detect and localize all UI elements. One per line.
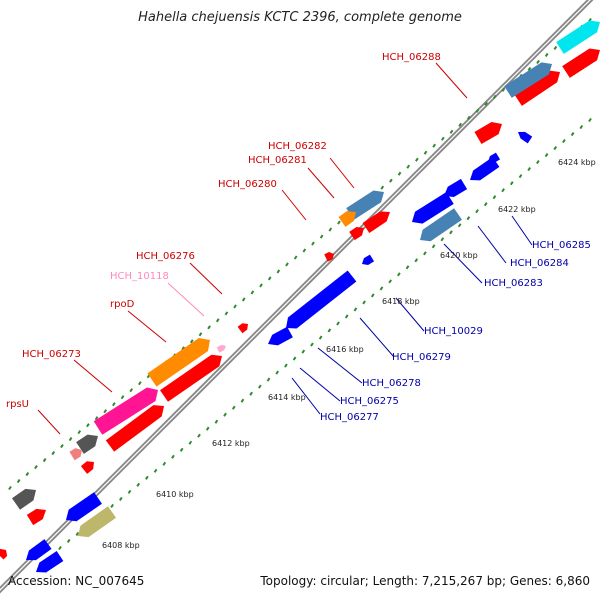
leader-hch_06284 <box>477 225 507 264</box>
inner-tick-row <box>58 117 592 551</box>
gene-hch-06285[interactable] <box>412 192 454 224</box>
gene-label-hch_06281[interactable]: HCH_06281 <box>248 155 307 166</box>
gene-reverse-b[interactable] <box>470 157 500 181</box>
gene-forward-c[interactable] <box>160 354 222 402</box>
gene-label-hch_06285[interactable]: HCH_06285 <box>532 240 591 251</box>
kbp-label: 6422 kbp <box>498 205 536 214</box>
leader-hch_06275 <box>299 367 341 402</box>
leader-hch_10029 <box>395 297 425 332</box>
gene-hch-06278[interactable] <box>268 326 293 346</box>
label-leader-lines <box>37 62 533 435</box>
gene-label-hch_10029[interactable]: HCH_10029 <box>424 326 483 337</box>
gene-hch-06280[interactable] <box>349 227 364 241</box>
gene-label-hch_06279[interactable]: HCH_06279 <box>392 352 451 363</box>
leader-hch_10118 <box>167 282 205 317</box>
gene-forward-e[interactable] <box>80 461 94 474</box>
leader-hch_06283 <box>443 243 483 284</box>
gene-features <box>0 20 600 573</box>
gene-khaki[interactable] <box>78 506 117 538</box>
genome-summary-text: Topology: circular; Length: 7,215,267 bp… <box>260 574 590 588</box>
gene-reverse-c[interactable] <box>488 152 501 164</box>
gene-small-fwd[interactable] <box>324 252 334 262</box>
gene-cyan[interactable] <box>556 20 600 54</box>
gene-forward-b[interactable] <box>362 211 390 233</box>
leader-hch_06280 <box>281 189 307 221</box>
kbp-label: 6414 kbp <box>268 393 306 402</box>
gene-reverse-f[interactable] <box>26 539 52 561</box>
kbp-label: 6416 kbp <box>326 345 364 354</box>
gene-label-hch_06278[interactable]: HCH_06278 <box>362 378 421 389</box>
leader-hch_06277 <box>291 377 321 415</box>
gene-hch-06273[interactable] <box>93 387 158 435</box>
map-title: Hahella chejuensis KCTC 2396, complete g… <box>138 10 462 25</box>
leader-hch_06285 <box>511 215 533 246</box>
gene-forward-d[interactable] <box>105 405 164 452</box>
kbp-label: 6408 kbp <box>102 541 140 550</box>
leader-hch_06281 <box>307 167 335 199</box>
gene-label-rpod[interactable]: rpoD <box>110 299 135 310</box>
gene-reverse-a[interactable] <box>518 131 533 144</box>
gene-label-hch_06280[interactable]: HCH_06280 <box>218 179 277 190</box>
gene-hch-06288[interactable] <box>474 121 502 145</box>
leader-rpod <box>127 310 167 343</box>
gene-hch-10118[interactable] <box>216 344 226 353</box>
gene-label-hch_06277[interactable]: HCH_06277 <box>320 412 379 423</box>
kbp-label: 6412 kbp <box>212 439 250 448</box>
gene-label-hch_06284[interactable]: HCH_06284 <box>510 258 569 269</box>
leader-hch_06273 <box>73 359 113 393</box>
gene-label-hch_06273[interactable]: HCH_06273 <box>22 349 81 360</box>
gene-label-hch_06288[interactable]: HCH_06288 <box>382 52 441 63</box>
kbp-label: 6410 kbp <box>156 490 194 499</box>
kbp-tick-labels: 6408 kbp 6410 kbp 6412 kbp 6414 kbp 6416 kbp… <box>102 158 596 550</box>
leader-rpsu <box>37 409 61 435</box>
gene-label-rpsu[interactable]: rpsU <box>6 399 29 410</box>
gene-label-hch_10118[interactable]: HCH_10118 <box>110 271 169 282</box>
outer-tick-row <box>8 17 592 491</box>
gene-rpsu[interactable] <box>69 448 82 461</box>
gene-label-hch_06283[interactable]: HCH_06283 <box>484 278 543 289</box>
leader-hch_06288 <box>435 62 468 99</box>
gene-reverse-d[interactable] <box>444 178 468 198</box>
gene-hch-06281[interactable] <box>338 211 356 227</box>
accession-text: Accession: NC_007645 <box>8 574 145 588</box>
gene-hch-06276[interactable] <box>237 323 248 334</box>
gene-reverse-g[interactable] <box>36 551 64 573</box>
gene-grey[interactable] <box>76 434 98 454</box>
kbp-label: 6418 kbp <box>382 297 420 306</box>
gene-labels: HCH_06288 HCH_06282 HCH_06281 HCH_06280 HCH_… <box>6 52 591 423</box>
kbp-label: 6424 kbp <box>558 158 596 167</box>
gene-label-hch_06282[interactable]: HCH_06282 <box>268 141 327 152</box>
leader-hch_06282 <box>329 157 355 189</box>
gene-forward-f[interactable] <box>26 508 46 526</box>
kbp-label: 6420 kbp <box>440 251 478 260</box>
gene-reverse-e[interactable] <box>66 492 102 522</box>
gene-forward[interactable] <box>514 70 560 106</box>
gene-forward-g[interactable] <box>0 548 8 560</box>
leader-hch_06279 <box>359 317 395 358</box>
leader-hch_06276 <box>189 262 223 295</box>
gene-forward-edge[interactable] <box>562 48 600 78</box>
gene-label-hch_06275[interactable]: HCH_06275 <box>340 396 399 407</box>
gene-rpod[interactable] <box>147 337 210 387</box>
leader-hch_06278 <box>317 347 363 384</box>
gene-steelblue[interactable] <box>504 62 552 98</box>
gene-hch-10029[interactable] <box>362 254 375 266</box>
gene-hch-06279[interactable] <box>286 270 357 329</box>
gene-hch-06284[interactable] <box>420 208 462 242</box>
gene-label-hch_06276[interactable]: HCH_06276 <box>136 251 195 262</box>
gene-grey-b[interactable] <box>11 488 36 510</box>
